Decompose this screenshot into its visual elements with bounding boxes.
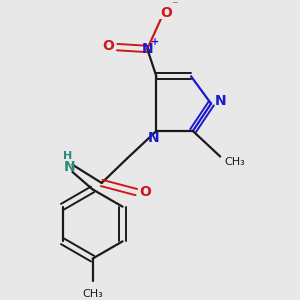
Text: O: O	[102, 39, 114, 53]
Text: O: O	[140, 185, 152, 199]
Text: O: O	[160, 6, 172, 20]
Text: ⁻: ⁻	[171, 0, 178, 13]
Text: N: N	[214, 94, 226, 108]
Text: +: +	[152, 37, 160, 46]
Text: N: N	[64, 160, 76, 175]
Text: CH₃: CH₃	[225, 157, 245, 167]
Text: N: N	[142, 42, 153, 56]
Text: CH₃: CH₃	[82, 289, 103, 299]
Text: H: H	[63, 151, 73, 160]
Text: N: N	[148, 131, 160, 145]
